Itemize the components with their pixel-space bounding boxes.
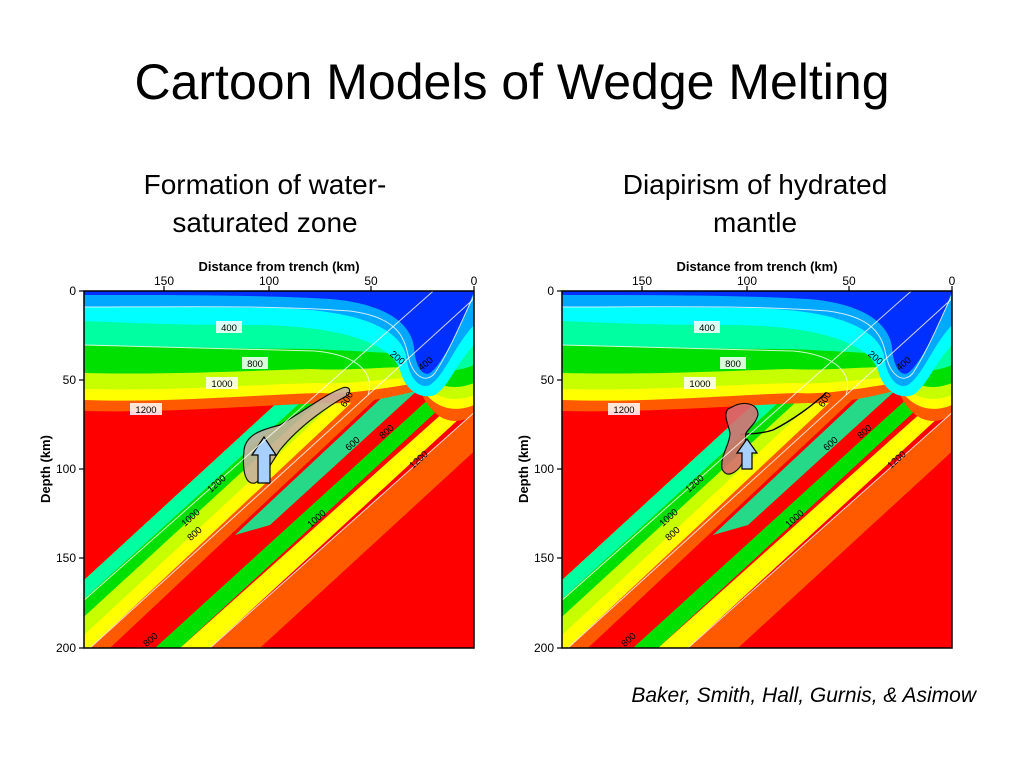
- right-caption: Diapirism of hydrated mantle: [575, 166, 935, 242]
- left-x-tick: 100: [259, 274, 279, 288]
- right-y-tick: 0: [547, 284, 554, 298]
- left-y-axis-label: Depth (km): [38, 435, 53, 503]
- left-y-tick: 0: [69, 284, 76, 298]
- right-contour-label: 1000: [689, 379, 710, 390]
- left-contour-label: 1200: [135, 405, 156, 416]
- left-upwelling-arrow: [250, 435, 278, 484]
- right-contour-label: 400: [699, 323, 715, 334]
- left-thermal-model: Distance from trench (km) 150 100 50 0 0…: [38, 259, 478, 655]
- citation-credit: Baker, Smith, Hall, Gurnis, & Asimow: [631, 684, 976, 707]
- right-thermal-model: Distance from trench (km) 150 100 50 0 0…: [516, 259, 956, 655]
- right-y-tick: 50: [541, 373, 555, 387]
- left-temperature-field: [84, 291, 474, 648]
- right-x-tick: 0: [949, 274, 956, 288]
- left-x-tick: 0: [471, 274, 478, 288]
- right-x-tick: 50: [842, 274, 856, 288]
- left-x-tick: 150: [154, 274, 174, 288]
- slide-title: Cartoon Models of Wedge Melting: [134, 54, 890, 110]
- right-contour-label: 1200: [613, 405, 634, 416]
- right-y-axis-label: Depth (km): [516, 435, 531, 503]
- right-caption-line1: Diapirism of hydrated: [622, 169, 888, 200]
- right-y-tick: 200: [534, 641, 554, 655]
- left-contour-label: 400: [221, 323, 237, 334]
- right-x-tick: 150: [632, 274, 652, 288]
- left-contour-label: 800: [247, 359, 263, 370]
- right-contour-label: 800: [725, 359, 741, 370]
- left-caption-line1: Formation of water-: [143, 169, 387, 200]
- left-y-tick: 100: [56, 462, 76, 476]
- right-upwelling-arrow: [735, 437, 759, 470]
- right-x-tick: 100: [737, 274, 757, 288]
- right-y-tick: 150: [534, 551, 554, 565]
- left-y-tick: 200: [56, 641, 76, 655]
- left-y-tick: 150: [56, 551, 76, 565]
- right-diapir: [721, 402, 759, 475]
- left-x-tick: 50: [364, 274, 378, 288]
- right-y-tick: 100: [534, 462, 554, 476]
- left-x-axis-label: Distance from trench (km): [198, 259, 359, 274]
- right-temperature-field: [562, 291, 952, 648]
- right-x-axis-label: Distance from trench (km): [676, 259, 837, 274]
- left-contour-label: 1000: [211, 379, 232, 390]
- right-caption-line2: mantle: [712, 207, 798, 238]
- left-y-tick: 50: [63, 373, 77, 387]
- left-caption-line2: saturated zone: [172, 207, 358, 238]
- left-caption: Formation of water- saturated zone: [95, 166, 435, 242]
- right-hydrated-zone-line: [739, 392, 827, 436]
